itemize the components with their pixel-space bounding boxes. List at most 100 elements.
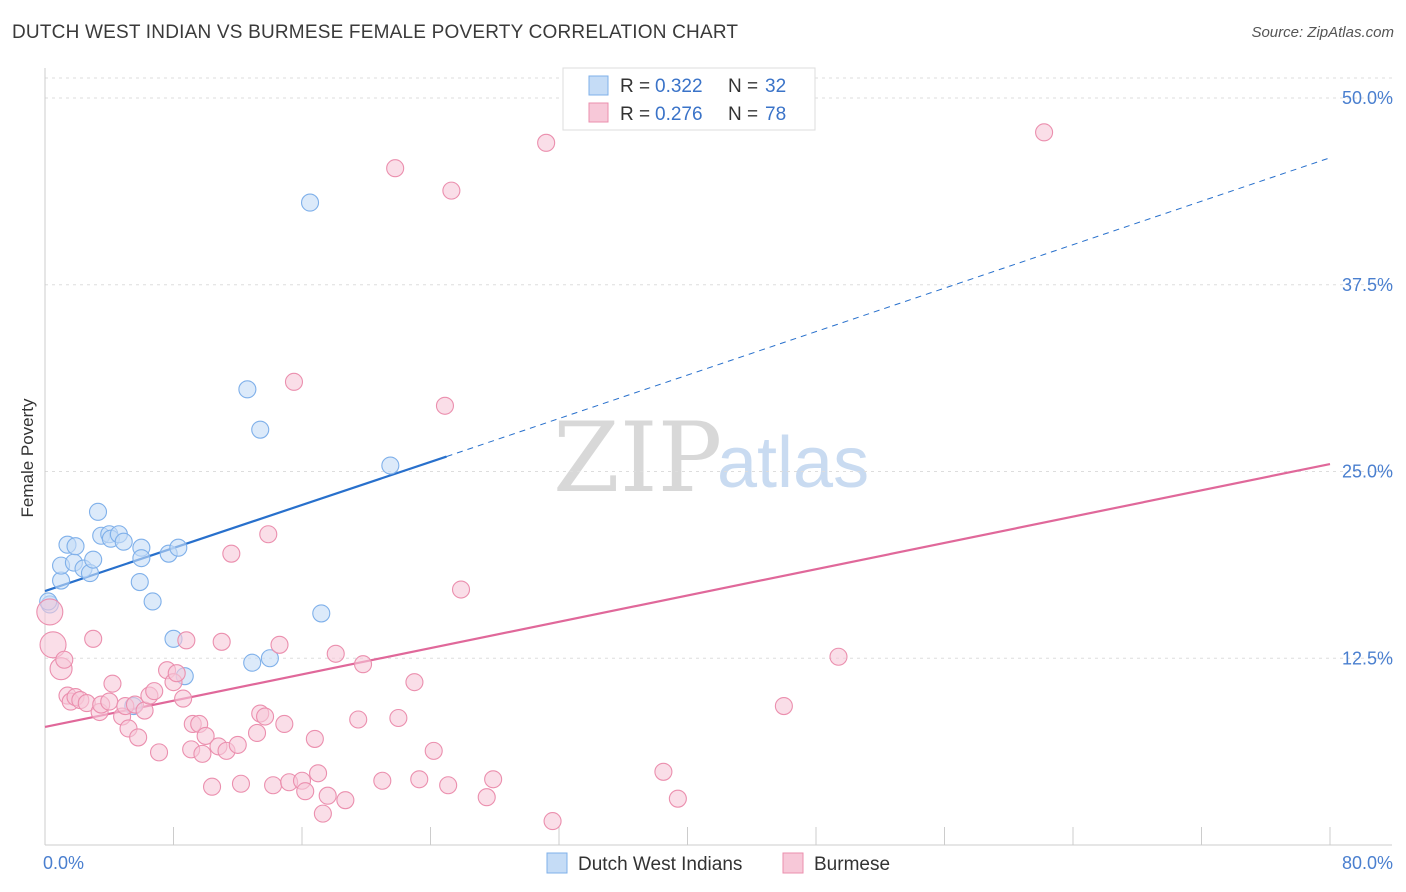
point-burmese <box>270 635 289 654</box>
point-burmese <box>484 770 503 789</box>
point-burmese <box>477 788 496 807</box>
point-burmese <box>228 735 247 754</box>
watermark: ZIP atlas <box>553 402 869 514</box>
point-burmese <box>247 723 267 743</box>
point-burmese <box>349 710 368 729</box>
legend-n-value-1: 32 <box>765 76 786 97</box>
point-burmese <box>275 714 294 734</box>
y-axis-label: Female Poverty <box>18 398 37 518</box>
point-burmese <box>231 774 251 793</box>
point-burmese <box>84 629 103 648</box>
tick-labels: 12.5% 25.0% 37.5% 50.0% 0.0% 80.0% <box>43 88 1393 873</box>
legend-r-label-1: R = <box>620 76 650 97</box>
point-dutch-west-indians <box>130 573 149 592</box>
bottom-legend: Dutch West Indians Burmese <box>546 852 890 875</box>
point-dutch-west-indians <box>312 604 331 623</box>
point-burmese <box>36 598 64 626</box>
point-burmese <box>543 812 562 831</box>
legend-r-label-2: R = <box>620 104 650 125</box>
point-dutch-west-indians <box>88 502 108 521</box>
point-burmese <box>39 631 67 659</box>
point-burmese <box>129 728 148 747</box>
point-dutch-west-indians <box>381 456 400 475</box>
point-dutch-west-indians <box>300 193 320 212</box>
point-burmese <box>55 650 74 669</box>
point-burmese <box>167 664 186 683</box>
trend-line-burmese <box>44 462 1331 729</box>
point-burmese <box>100 692 119 711</box>
x-tick-label-max: 80.0% <box>1342 853 1393 873</box>
point-dutch-west-indians <box>243 653 262 672</box>
point-dutch-west-indians <box>114 532 133 551</box>
point-burmese <box>135 701 154 720</box>
point-dutch-west-indians <box>84 550 103 569</box>
point-burmese <box>103 674 122 693</box>
legend-n-value-2: 78 <box>765 104 786 125</box>
trend-lines <box>44 157 1331 729</box>
legend-swatch-pink <box>588 102 609 123</box>
point-dutch-west-indians <box>251 420 270 439</box>
point-dutch-west-indians <box>132 549 151 568</box>
data-points <box>36 123 1054 831</box>
watermark-zip: ZIP <box>553 402 722 514</box>
point-burmese <box>222 544 241 563</box>
legend: R = 0.322 N = 32 R = 0.276 N = 78 <box>562 67 816 131</box>
point-burmese <box>145 682 164 701</box>
point-burmese <box>442 181 461 200</box>
point-burmese <box>405 673 424 692</box>
legend-n-label-2: N = <box>728 104 758 125</box>
bottom-legend-label-pink: Burmese <box>814 854 890 875</box>
point-burmese <box>305 729 324 748</box>
point-burmese <box>537 133 556 152</box>
axes <box>44 68 1392 846</box>
point-burmese <box>1035 123 1054 142</box>
bottom-legend-swatch-blue <box>546 852 568 874</box>
point-burmese <box>386 159 405 178</box>
y-tick-label: 37.5% <box>1342 275 1393 295</box>
point-burmese <box>212 632 231 651</box>
point-dutch-west-indians <box>260 649 279 668</box>
point-dutch-west-indians <box>238 380 257 399</box>
point-burmese <box>774 697 793 716</box>
y-tick-label: 12.5% <box>1342 648 1393 668</box>
point-burmese <box>309 764 328 783</box>
point-burmese <box>389 708 408 728</box>
point-burmese <box>668 789 687 808</box>
grid <box>45 77 1392 659</box>
legend-swatch-blue <box>588 75 609 96</box>
point-burmese <box>424 741 443 760</box>
point-burmese <box>318 786 337 805</box>
point-burmese <box>149 743 169 762</box>
point-dutch-west-indians <box>169 538 188 557</box>
point-burmese <box>326 644 345 663</box>
bottom-legend-swatch-pink <box>782 852 804 874</box>
chart-title: DUTCH WEST INDIAN VS BURMESE FEMALE POVE… <box>12 22 739 43</box>
point-burmese <box>259 525 278 544</box>
point-burmese <box>829 647 848 666</box>
point-burmese <box>313 804 332 823</box>
y-tick-label: 25.0% <box>1342 462 1393 482</box>
source-label: Source: ZipAtlas.com <box>1251 24 1394 41</box>
watermark-atlas: atlas <box>717 423 869 503</box>
trend-line-dutch-west-indians-extension <box>446 157 1331 458</box>
point-burmese <box>451 580 471 599</box>
point-burmese <box>284 372 304 391</box>
trend-line-dutch-west-indians <box>44 455 447 593</box>
point-burmese <box>373 771 392 790</box>
point-burmese <box>410 770 429 789</box>
point-burmese <box>177 631 196 650</box>
point-burmese <box>353 655 373 674</box>
point-burmese <box>174 689 193 708</box>
legend-n-label-1: N = <box>728 76 758 97</box>
point-burmese <box>256 707 275 726</box>
y-tick-label: 50.0% <box>1342 88 1393 108</box>
legend-r-value-2: 0.276 <box>655 104 703 125</box>
point-burmese <box>439 776 458 795</box>
point-dutch-west-indians <box>143 592 162 611</box>
point-burmese <box>196 726 215 745</box>
point-burmese <box>203 777 222 796</box>
point-burmese <box>264 776 283 795</box>
legend-r-value-1: 0.322 <box>655 76 703 97</box>
point-dutch-west-indians <box>66 537 85 556</box>
